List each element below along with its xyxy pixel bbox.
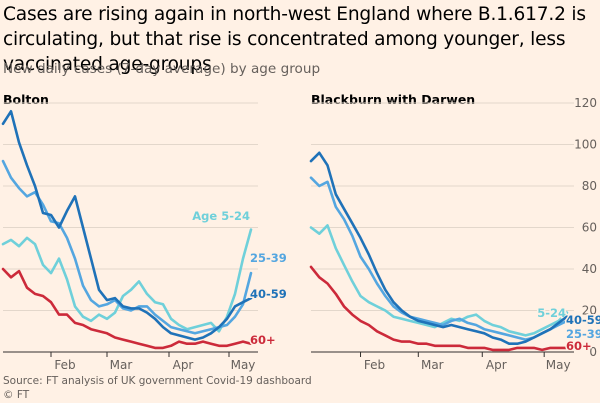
x-tick-label: Mar [110,358,133,372]
series-label-age-5-24: 5-24 [537,306,566,320]
x-tick-label: May [231,358,256,372]
series-line-age-40-59 [309,151,569,345]
series-line-age-5-24 [309,224,569,337]
x-tick-label: Mar [421,358,444,372]
series-label-age-60-plus: 60+ [566,339,592,353]
series-label-age-25-39: 25-39 [250,251,287,265]
x-tick-label: Apr [486,358,507,372]
y-tick-label: 40 [582,262,597,276]
y-tick-label: 100 [574,138,597,152]
series-label-age-40-59: 40-59 [250,287,287,301]
chart-panel-0: Feb Mar Apr May Age 5-24 25-39 40-59 60+ [1,102,288,372]
copyright-note: © FT [3,389,30,401]
series-label-age-60-plus: 60+ [250,333,276,347]
y-tick-label: 20 [582,304,597,318]
y-tick-label: 120 [574,96,597,110]
series-label-age-5-24: Age 5-24 [192,209,250,223]
x-tick-label: May [546,358,571,372]
series-line-age-40-59 [1,110,253,341]
series-line-age-60-plus [309,265,569,352]
chart-subtitle: New daily cases (7-day average) by age g… [3,61,321,77]
series-label-age-25-39: 25-39 [566,327,600,341]
x-tick-label: Apr [173,358,194,372]
series-line-age-5-24 [1,228,253,333]
chart-title: Cases are rising again in north-west Eng… [3,4,586,75]
y-tick-label: 0 [589,345,597,359]
series-line-age-60-plus [1,267,253,350]
x-tick-label: Feb [364,358,385,372]
series-line-age-25-39 [1,159,253,335]
source-note: Source: FT analysis of UK government Cov… [3,375,312,387]
x-tick-label: Feb [54,358,75,372]
y-tick-label: 60 [582,221,597,235]
series-line-age-25-39 [309,176,569,341]
chart-panel-1: 0 20 40 60 80 100 120 Feb Mar Apr May 5-2425-3940-5… [309,96,600,372]
y-tick-label: 80 [582,179,597,193]
series-label-age-40-59: 40-59 [566,313,600,327]
